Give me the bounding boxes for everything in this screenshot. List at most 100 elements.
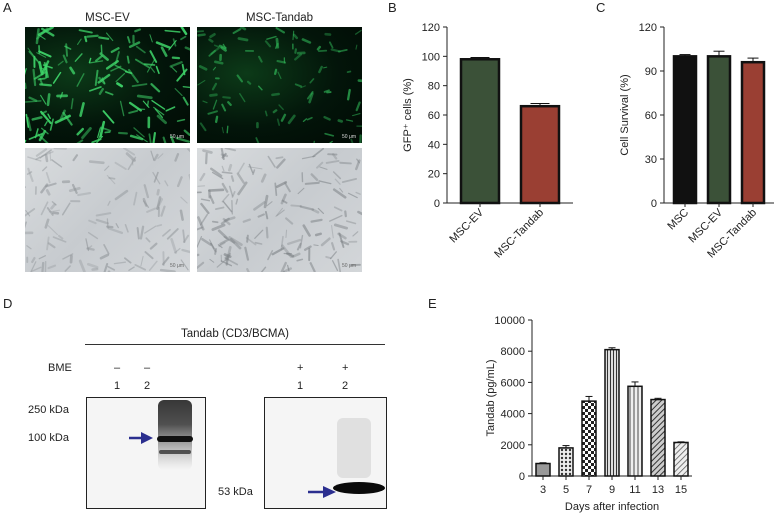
cell: [355, 44, 358, 50]
cell: [50, 203, 56, 210]
cell: [91, 267, 99, 271]
cell: [124, 223, 129, 233]
cell: [357, 79, 362, 83]
cell: [164, 180, 169, 187]
cell: [242, 218, 251, 223]
cell: [134, 263, 147, 271]
lane-number-3: 1: [297, 380, 304, 392]
cell: [211, 82, 218, 91]
cell: [74, 53, 83, 62]
cell: [125, 152, 136, 162]
cell: [207, 110, 218, 115]
y-tick-label: 40: [428, 139, 440, 151]
cell: [210, 242, 217, 253]
cell: [275, 27, 286, 34]
cell: [49, 151, 52, 162]
bar-7: [581, 400, 597, 477]
fluorescent-cells-ev: [25, 27, 190, 143]
cell: [271, 92, 280, 97]
cell: [330, 48, 341, 53]
cell: [209, 258, 215, 263]
cell: [303, 245, 312, 251]
bar-5: [558, 447, 574, 477]
cell: [51, 201, 57, 206]
cell: [143, 184, 150, 199]
cell: [217, 229, 228, 240]
cell: [25, 82, 27, 89]
cell: [275, 207, 284, 217]
cell: [25, 100, 42, 103]
cell: [166, 228, 179, 240]
cell: [210, 46, 220, 55]
cell: [221, 182, 229, 193]
cell: [136, 94, 153, 100]
cell: [88, 160, 105, 165]
cell: [308, 92, 314, 104]
bar-MSC-Tandab: [740, 60, 766, 205]
cell: [197, 185, 206, 187]
cell: [299, 234, 304, 249]
cell: [128, 41, 141, 49]
cell: [239, 93, 246, 103]
cell: [114, 189, 129, 201]
cell: [46, 93, 51, 107]
blot-title-underline: [85, 344, 385, 345]
cell: [227, 163, 233, 172]
cell: [151, 99, 166, 110]
cell: [208, 38, 214, 43]
cell: [114, 64, 128, 73]
cell: [28, 133, 43, 140]
cell: [145, 237, 151, 243]
cell: [41, 60, 50, 74]
cell: [181, 248, 190, 254]
arrow-100kda-icon: [129, 432, 153, 444]
cell: [275, 156, 284, 160]
cell: [199, 172, 206, 182]
cell: [214, 206, 225, 211]
bme-label: BME: [48, 362, 72, 374]
cell: [346, 70, 352, 74]
cell: [180, 259, 189, 271]
cell: [202, 100, 208, 104]
cell: [85, 238, 90, 252]
cell: [128, 266, 135, 272]
cell: [168, 40, 177, 51]
cell: [211, 223, 226, 231]
cell: [71, 183, 78, 194]
cell: [115, 223, 119, 229]
cell: [280, 235, 284, 250]
cell: [52, 71, 62, 84]
cell: [294, 83, 303, 88]
cell: [131, 83, 148, 87]
cell: [212, 66, 217, 71]
cell: [228, 236, 243, 247]
cell: [258, 55, 263, 63]
cell: [339, 161, 352, 165]
cell: [211, 171, 224, 180]
cell: [280, 261, 287, 272]
cell: [246, 234, 249, 243]
cell: [134, 28, 141, 33]
cell: [150, 150, 155, 161]
cell: [28, 96, 38, 102]
cell: [142, 100, 150, 108]
x-tick-label: MSC-EV: [447, 206, 486, 245]
cell: [352, 231, 359, 237]
cell: [209, 93, 218, 97]
cell: [314, 232, 322, 237]
cell: [95, 212, 112, 217]
cell: [88, 57, 92, 64]
cell: [87, 231, 99, 240]
cell: [95, 55, 103, 62]
cell: [154, 108, 164, 118]
cell: [95, 135, 104, 143]
y-tick-label: 100: [422, 51, 440, 63]
cell: [47, 113, 51, 120]
cell: [227, 101, 232, 106]
cell: [197, 253, 200, 257]
lane-2-smear: [158, 400, 192, 470]
cell: [334, 178, 341, 185]
cell: [197, 236, 203, 248]
cell: [345, 119, 354, 122]
cell: [36, 52, 47, 58]
